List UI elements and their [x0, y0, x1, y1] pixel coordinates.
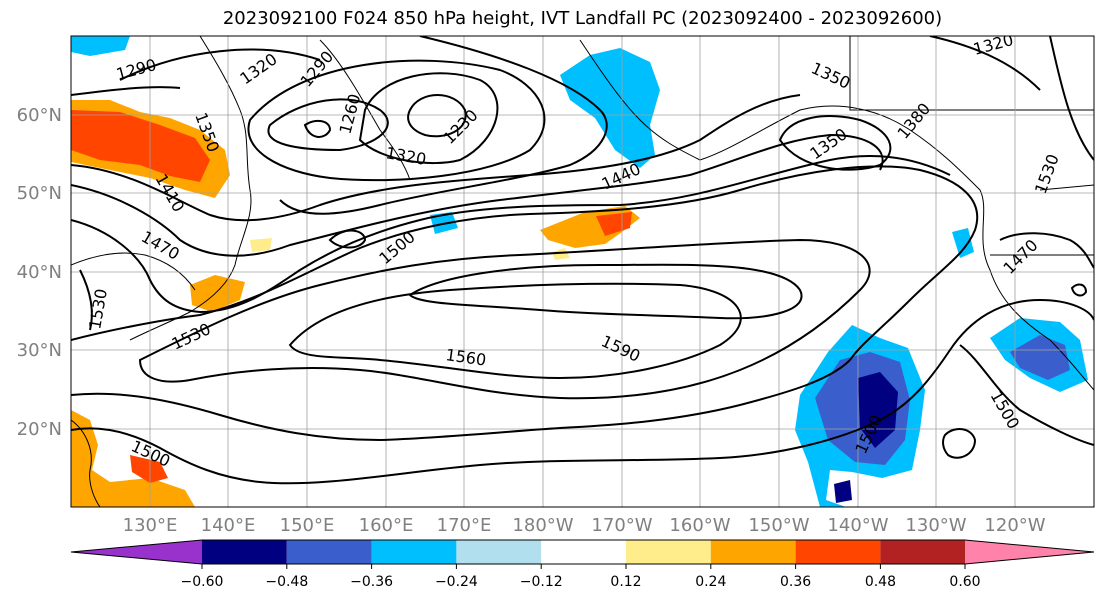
- colorbar-tick-label: −0.12: [520, 574, 563, 590]
- colorbar-tick-label: 0.60: [949, 574, 980, 590]
- lon-label: 140°W: [827, 515, 888, 536]
- height-contours: [71, 36, 1094, 485]
- colorbar-swatch: [880, 540, 966, 564]
- map-title: 2023092100 F024 850 hPa height, IVT Land…: [222, 8, 943, 29]
- colorbar-swatch: [456, 540, 542, 564]
- lon-label: 160°E: [359, 515, 414, 536]
- lon-label: 140°E: [201, 515, 256, 536]
- lat-label: 20°N: [17, 419, 62, 440]
- colorbar-swatch: [710, 540, 796, 564]
- colorbar-tick-label: −0.48: [265, 574, 308, 590]
- colorbar-tick-label: 0.48: [865, 574, 896, 590]
- colorbar-swatch: [202, 540, 287, 564]
- colorbar-swatch: [71, 540, 202, 564]
- lat-label: 50°N: [17, 183, 62, 204]
- lon-label: 170°W: [591, 515, 652, 536]
- positive-ivt-area: [71, 410, 195, 507]
- colorbar-swatch: [371, 540, 457, 564]
- positive-ivt-area: [250, 238, 272, 252]
- negative-ivt-area: [1010, 335, 1070, 380]
- lon-label: 170°E: [437, 515, 492, 536]
- lon-label: 150°E: [280, 515, 335, 536]
- negative-ivt-area: [71, 36, 130, 56]
- latitude-labels: 60°N 50°N 40°N 30°N 20°N: [17, 105, 62, 440]
- positive-ivt-area: [596, 212, 632, 236]
- colorbar-swatch: [541, 540, 626, 564]
- negative-ivt-area: [560, 48, 660, 168]
- negative-ivt-area: [952, 228, 974, 258]
- longitude-labels: 130°E 140°E 150°E 160°E 170°E 180°W 170°…: [123, 515, 1046, 536]
- lat-label: 30°N: [17, 340, 62, 361]
- lat-label: 40°N: [17, 262, 62, 283]
- colorbar-swatch: [965, 540, 1094, 564]
- positive-ivt-area: [71, 110, 210, 182]
- colorbar-swatch: [795, 540, 881, 564]
- colorbar-swatch: [626, 540, 711, 564]
- map-frame: [70, 35, 1095, 508]
- lat-label: 60°N: [17, 105, 62, 126]
- ivt-shading: [71, 36, 1088, 507]
- negative-ivt-area: [834, 480, 852, 503]
- lon-label: 130°W: [905, 515, 966, 536]
- colorbar: −0.60 −0.48 −0.36 −0.24 −0.12 0.12 0.24 …: [70, 539, 1095, 590]
- colorbar-tick-label: 0.36: [780, 574, 811, 590]
- colorbar-tick-label: 0.24: [695, 574, 726, 590]
- colorbar-tick-label: −0.36: [350, 574, 393, 590]
- colorbar-tick-label: −0.60: [181, 574, 224, 590]
- positive-ivt-area: [130, 455, 168, 483]
- lon-label: 180°W: [512, 515, 573, 536]
- lon-label: 160°W: [669, 515, 730, 536]
- coastlines: [71, 36, 1094, 507]
- lat-lon-grid: [71, 36, 1094, 507]
- positive-ivt-area: [552, 248, 570, 260]
- lon-label: 120°W: [984, 515, 1045, 536]
- lon-label: 130°E: [123, 515, 178, 536]
- colorbar-swatch: [286, 540, 372, 564]
- lon-label: 150°W: [748, 515, 809, 536]
- colorbar-tick-label: 0.12: [610, 574, 641, 590]
- colorbar-tick-label: −0.24: [435, 574, 478, 590]
